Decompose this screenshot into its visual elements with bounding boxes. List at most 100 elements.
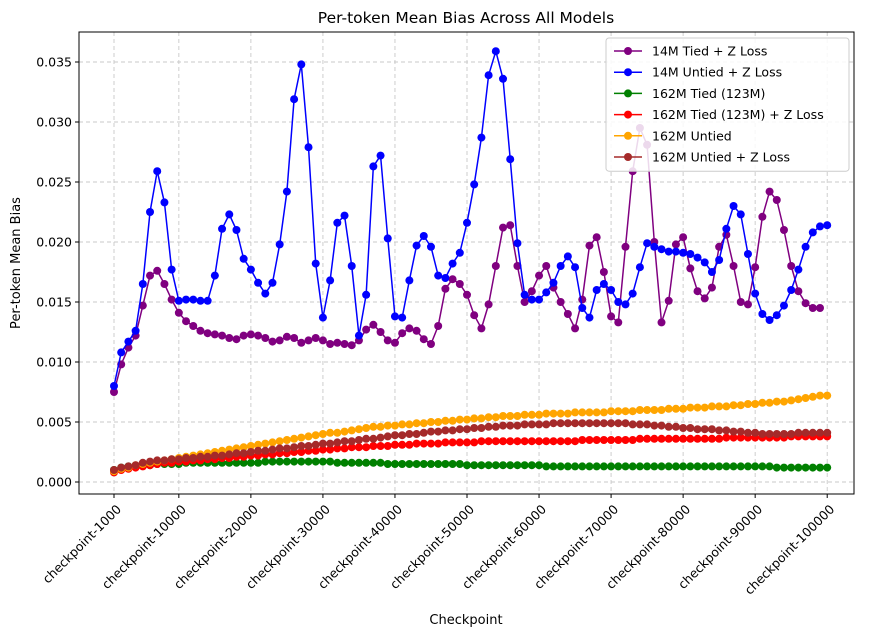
- data-point: [246, 442, 255, 450]
- data-point: [484, 300, 493, 309]
- data-point: [801, 463, 810, 472]
- data-point: [679, 233, 688, 242]
- data-point: [318, 445, 327, 454]
- data-point: [362, 290, 371, 299]
- series-0: [110, 124, 824, 396]
- data-point: [772, 311, 781, 320]
- series-layer: [110, 47, 832, 477]
- data-point: [556, 298, 565, 306]
- data-point: [254, 278, 263, 287]
- data-point: [347, 443, 356, 452]
- legend-label: 14M Untied + Z Loss: [652, 65, 782, 80]
- data-point: [354, 425, 363, 434]
- data-point: [448, 259, 457, 268]
- data-point: [333, 438, 342, 447]
- data-point: [405, 276, 414, 285]
- data-point: [174, 455, 183, 464]
- data-point: [542, 288, 551, 297]
- data-point: [664, 422, 673, 431]
- data-point: [707, 425, 716, 434]
- data-point: [643, 462, 652, 471]
- data-point: [823, 463, 832, 472]
- data-point: [434, 322, 443, 330]
- data-point: [693, 287, 702, 296]
- data-point: [354, 436, 363, 444]
- data-point: [390, 440, 399, 449]
- data-point: [599, 462, 608, 471]
- data-point: [318, 336, 327, 345]
- data-point: [333, 444, 342, 453]
- data-point: [549, 278, 558, 287]
- data-point: [520, 410, 529, 419]
- data-point: [542, 409, 551, 418]
- data-point: [434, 271, 443, 280]
- data-point: [340, 211, 349, 220]
- data-point: [441, 274, 450, 282]
- data-point: [304, 432, 313, 441]
- data-point: [614, 419, 623, 428]
- data-point: [470, 461, 479, 470]
- data-point: [520, 298, 529, 306]
- data-point: [751, 462, 760, 471]
- data-point: [398, 420, 407, 429]
- data-point: [499, 421, 508, 430]
- data-point: [679, 424, 688, 432]
- data-point: [571, 408, 580, 417]
- data-point: [138, 280, 147, 288]
- data-point: [571, 263, 580, 272]
- data-point: [434, 427, 443, 436]
- data-point: [542, 262, 551, 270]
- data-point: [275, 437, 284, 446]
- data-point: [592, 436, 601, 444]
- data-point: [599, 280, 608, 288]
- data-point: [535, 461, 544, 470]
- data-point: [297, 457, 306, 466]
- data-point: [463, 461, 471, 470]
- data-point: [369, 320, 378, 329]
- chart-title: Per-token Mean Bias Across All Models: [318, 9, 614, 27]
- y-axis-label: Per-token Mean Bias: [9, 197, 24, 329]
- data-point: [650, 406, 659, 414]
- data-point: [556, 262, 565, 270]
- data-point: [390, 460, 399, 468]
- data-point: [455, 415, 464, 424]
- data-point: [527, 461, 536, 470]
- data-point: [311, 431, 320, 440]
- legend-label: 162M Tied (123M): [652, 86, 765, 101]
- data-point: [592, 408, 601, 417]
- data-point: [527, 437, 536, 446]
- y-tick-label: 0.015: [36, 295, 72, 310]
- data-point: [333, 218, 342, 227]
- data-point: [455, 280, 464, 288]
- data-point: [535, 410, 544, 419]
- data-point: [390, 431, 399, 440]
- data-point: [261, 457, 270, 466]
- data-point: [390, 338, 399, 347]
- data-point: [607, 407, 616, 416]
- data-point: [124, 462, 133, 471]
- data-point: [715, 402, 724, 411]
- data-point: [599, 408, 608, 417]
- data-point: [383, 234, 392, 243]
- data-point: [304, 442, 313, 450]
- legend-marker: [624, 89, 632, 98]
- data-point: [736, 298, 745, 306]
- data-point: [635, 406, 644, 414]
- data-point: [282, 436, 291, 444]
- data-point: [671, 247, 680, 256]
- grid: [79, 32, 854, 494]
- data-point: [700, 434, 709, 443]
- data-point: [448, 438, 457, 447]
- data-point: [340, 458, 349, 467]
- data-point: [808, 304, 817, 312]
- data-point: [470, 438, 479, 447]
- data-point: [117, 463, 126, 472]
- data-point: [419, 232, 428, 240]
- data-point: [628, 420, 637, 429]
- data-point: [354, 458, 363, 467]
- data-point: [643, 239, 652, 248]
- data-point: [758, 462, 767, 471]
- data-point: [729, 262, 738, 270]
- data-point: [657, 434, 666, 443]
